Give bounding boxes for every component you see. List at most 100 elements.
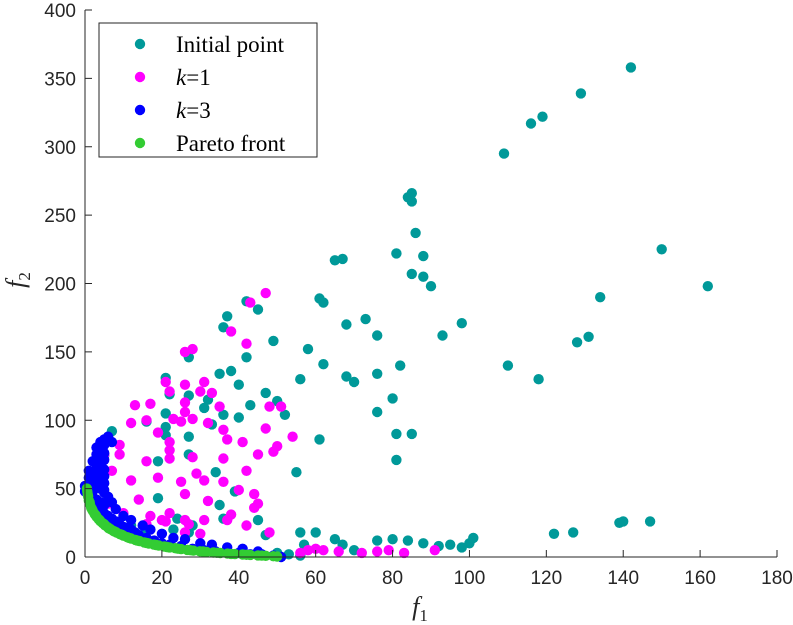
y-tick-label: 400 <box>44 1 76 22</box>
point-initial-107 <box>172 513 183 524</box>
point-initial-56 <box>160 408 171 419</box>
point-initial-87 <box>387 534 398 545</box>
point-initial-4 <box>498 148 510 159</box>
point-initial-17 <box>702 281 713 292</box>
point-k1-20 <box>222 434 233 445</box>
point-k1-40 <box>164 453 175 464</box>
point-k1-29 <box>241 465 252 476</box>
point-initial-63 <box>245 400 256 411</box>
point-k1-57 <box>199 514 210 526</box>
point-initial-75 <box>214 499 225 511</box>
ticks: 0 20 40 60 80 100 120 140 160 180 0 50 100 150 200 250 3… <box>44 1 793 589</box>
point-k1-69 <box>183 519 194 530</box>
point-k1-46 <box>218 476 229 487</box>
point-k1-59 <box>241 520 252 531</box>
point-k1-68 <box>160 516 171 527</box>
point-initial-64 <box>260 387 271 399</box>
point-k1-43 <box>152 472 164 483</box>
point-k1-67 <box>133 494 144 505</box>
point-k1-3 <box>241 338 252 349</box>
point-initial-86 <box>372 535 383 546</box>
point-k1-7 <box>164 386 175 397</box>
point-pareto-55 <box>132 535 143 546</box>
point-k1-37 <box>152 427 164 438</box>
point-k3-78 <box>206 539 218 550</box>
point-initial-84 <box>310 527 321 538</box>
point-k3-64 <box>106 436 118 448</box>
point-k3-77 <box>195 538 206 549</box>
x-tick-label: 100 <box>454 568 486 589</box>
x-tick-label: 20 <box>151 568 172 589</box>
point-initial-92 <box>456 542 467 553</box>
point-initial-72 <box>291 467 302 478</box>
x-axis-label: f1 <box>412 592 428 625</box>
point-k1-15 <box>168 413 179 425</box>
point-k1-28 <box>268 446 279 457</box>
point-initial-40 <box>295 374 306 385</box>
point-initial-45 <box>406 428 417 440</box>
point-initial-28 <box>302 343 314 355</box>
point-k1-82 <box>398 547 410 559</box>
point-k1-73 <box>264 527 275 538</box>
point-initial-0 <box>625 62 637 73</box>
point-initial-3 <box>525 118 537 129</box>
point-initial-7 <box>406 196 417 207</box>
point-initial-20 <box>318 297 329 308</box>
point-initial-85 <box>329 534 341 545</box>
point-initial-42 <box>387 393 398 404</box>
point-initial-62 <box>233 412 244 423</box>
point-k1-81 <box>383 545 394 556</box>
point-initial-83 <box>295 527 306 538</box>
point-initial-18 <box>595 292 606 303</box>
legend-label-initial: Initial point <box>176 32 285 57</box>
point-k1-41 <box>141 456 152 467</box>
y-tick-label: 300 <box>44 138 76 159</box>
point-k3-75 <box>168 532 179 544</box>
point-pareto-61 <box>197 546 209 557</box>
point-initial-25 <box>456 318 467 329</box>
point-initial-48 <box>222 311 233 322</box>
point-k3-74 <box>156 528 168 539</box>
point-pareto-59 <box>172 543 184 554</box>
point-initial-39 <box>225 365 237 377</box>
point-k1-8 <box>179 379 191 390</box>
point-initial-11 <box>329 255 341 266</box>
y-tick-label: 50 <box>55 480 76 501</box>
point-k1-71 <box>225 509 237 520</box>
y-tick-label: 200 <box>44 275 76 296</box>
point-k1-19 <box>218 424 229 435</box>
point-k1-70 <box>195 528 206 539</box>
point-initial-44 <box>391 428 402 440</box>
point-initial-12 <box>391 248 402 259</box>
point-initial-91 <box>445 539 456 550</box>
point-initial-29 <box>318 359 329 370</box>
legend: Initial point k=1 k=3 Pareto front <box>98 22 318 158</box>
point-initial-94 <box>468 532 479 544</box>
point-initial-35 <box>372 368 383 379</box>
point-k1-74 <box>310 543 321 554</box>
point-initial-98 <box>618 516 629 527</box>
x-tick-label: 140 <box>607 568 639 589</box>
point-k1-75 <box>318 545 329 556</box>
point-k1-51 <box>179 488 191 500</box>
point-initial-50 <box>252 304 264 315</box>
point-initial-67 <box>314 434 325 445</box>
y-tick-label: 0 <box>65 548 76 569</box>
series-pareto <box>81 483 283 562</box>
point-k1-21 <box>237 436 248 448</box>
point-k1-78 <box>295 547 306 559</box>
point-k1-50 <box>202 495 214 507</box>
point-initial-27 <box>571 337 583 348</box>
point-k1-1 <box>245 297 256 308</box>
point-k1-38 <box>164 436 175 448</box>
point-pareto-65 <box>256 550 267 561</box>
point-k1-2 <box>225 326 237 337</box>
point-initial-26 <box>583 331 594 342</box>
point-k1-13 <box>179 406 191 418</box>
point-k3-70 <box>118 510 129 522</box>
point-pareto-62 <box>211 547 223 558</box>
point-pareto-64 <box>241 549 252 560</box>
point-initial-89 <box>418 538 429 549</box>
point-initial-23 <box>372 330 383 341</box>
point-initial-41 <box>348 376 360 388</box>
